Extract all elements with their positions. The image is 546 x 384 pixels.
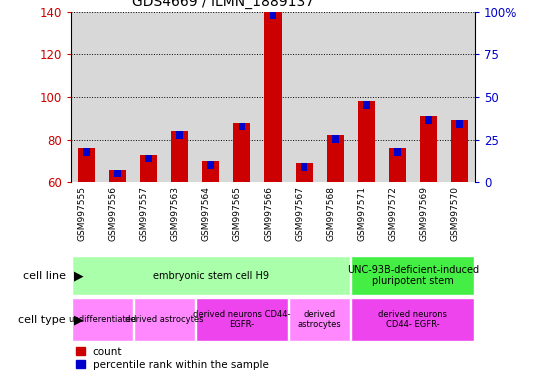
- Bar: [145, 155, 152, 162]
- Text: GSM997564: GSM997564: [202, 186, 211, 241]
- Bar: [301, 163, 307, 170]
- Text: GSM997568: GSM997568: [326, 186, 335, 241]
- Bar: [264, 12, 282, 182]
- Bar: [233, 122, 251, 182]
- Text: GSM997571: GSM997571: [357, 186, 366, 241]
- Text: embryonic stem cell H9: embryonic stem cell H9: [153, 270, 269, 281]
- Text: GSM997566: GSM997566: [264, 186, 273, 241]
- Bar: [289, 298, 350, 341]
- Bar: [207, 161, 214, 169]
- Text: ▶: ▶: [74, 269, 84, 282]
- Text: GSM997557: GSM997557: [140, 186, 149, 241]
- Text: GSM997556: GSM997556: [109, 186, 117, 241]
- Text: GSM997570: GSM997570: [450, 186, 460, 241]
- Bar: [295, 163, 313, 182]
- Text: ▶: ▶: [74, 313, 84, 326]
- Bar: [134, 298, 195, 341]
- Text: derived neurons CD44-
EGFR-: derived neurons CD44- EGFR-: [193, 310, 290, 329]
- Text: GSM997565: GSM997565: [233, 186, 242, 241]
- Bar: [420, 116, 437, 182]
- Bar: [109, 170, 126, 182]
- Bar: [202, 161, 219, 182]
- Bar: [327, 136, 343, 182]
- Bar: [72, 298, 133, 341]
- Text: GSM997555: GSM997555: [78, 186, 86, 241]
- Bar: [78, 148, 95, 182]
- Text: derived
astrocytes: derived astrocytes: [298, 310, 341, 329]
- Bar: [196, 298, 288, 341]
- Text: GSM997569: GSM997569: [419, 186, 429, 241]
- Bar: [456, 121, 463, 128]
- Bar: [332, 136, 339, 143]
- Bar: [140, 155, 157, 182]
- Bar: [270, 12, 276, 19]
- Bar: [358, 101, 375, 182]
- Text: undifferentiated: undifferentiated: [68, 315, 136, 324]
- Bar: [363, 101, 370, 109]
- Legend: count, percentile rank within the sample: count, percentile rank within the sample: [76, 347, 269, 370]
- Text: GSM997572: GSM997572: [388, 186, 397, 241]
- Bar: [239, 122, 245, 130]
- Text: GSM997567: GSM997567: [295, 186, 304, 241]
- Bar: [176, 131, 183, 139]
- Bar: [451, 121, 468, 182]
- Bar: [351, 256, 474, 295]
- Text: derived astrocytes: derived astrocytes: [125, 315, 204, 324]
- Bar: [114, 170, 121, 177]
- Bar: [351, 298, 474, 341]
- Bar: [389, 148, 406, 182]
- Text: GSM997563: GSM997563: [171, 186, 180, 241]
- Text: UNC-93B-deficient-induced
pluripotent stem: UNC-93B-deficient-induced pluripotent st…: [347, 265, 479, 286]
- Text: cell type: cell type: [18, 314, 66, 325]
- Text: derived neurons
CD44- EGFR-: derived neurons CD44- EGFR-: [378, 310, 447, 329]
- Text: GDS4669 / ILMN_1889137: GDS4669 / ILMN_1889137: [132, 0, 313, 9]
- Bar: [394, 148, 401, 156]
- Bar: [171, 131, 188, 182]
- Bar: [83, 148, 90, 156]
- Bar: [72, 256, 350, 295]
- Text: cell line: cell line: [22, 270, 66, 281]
- Bar: [425, 116, 432, 124]
